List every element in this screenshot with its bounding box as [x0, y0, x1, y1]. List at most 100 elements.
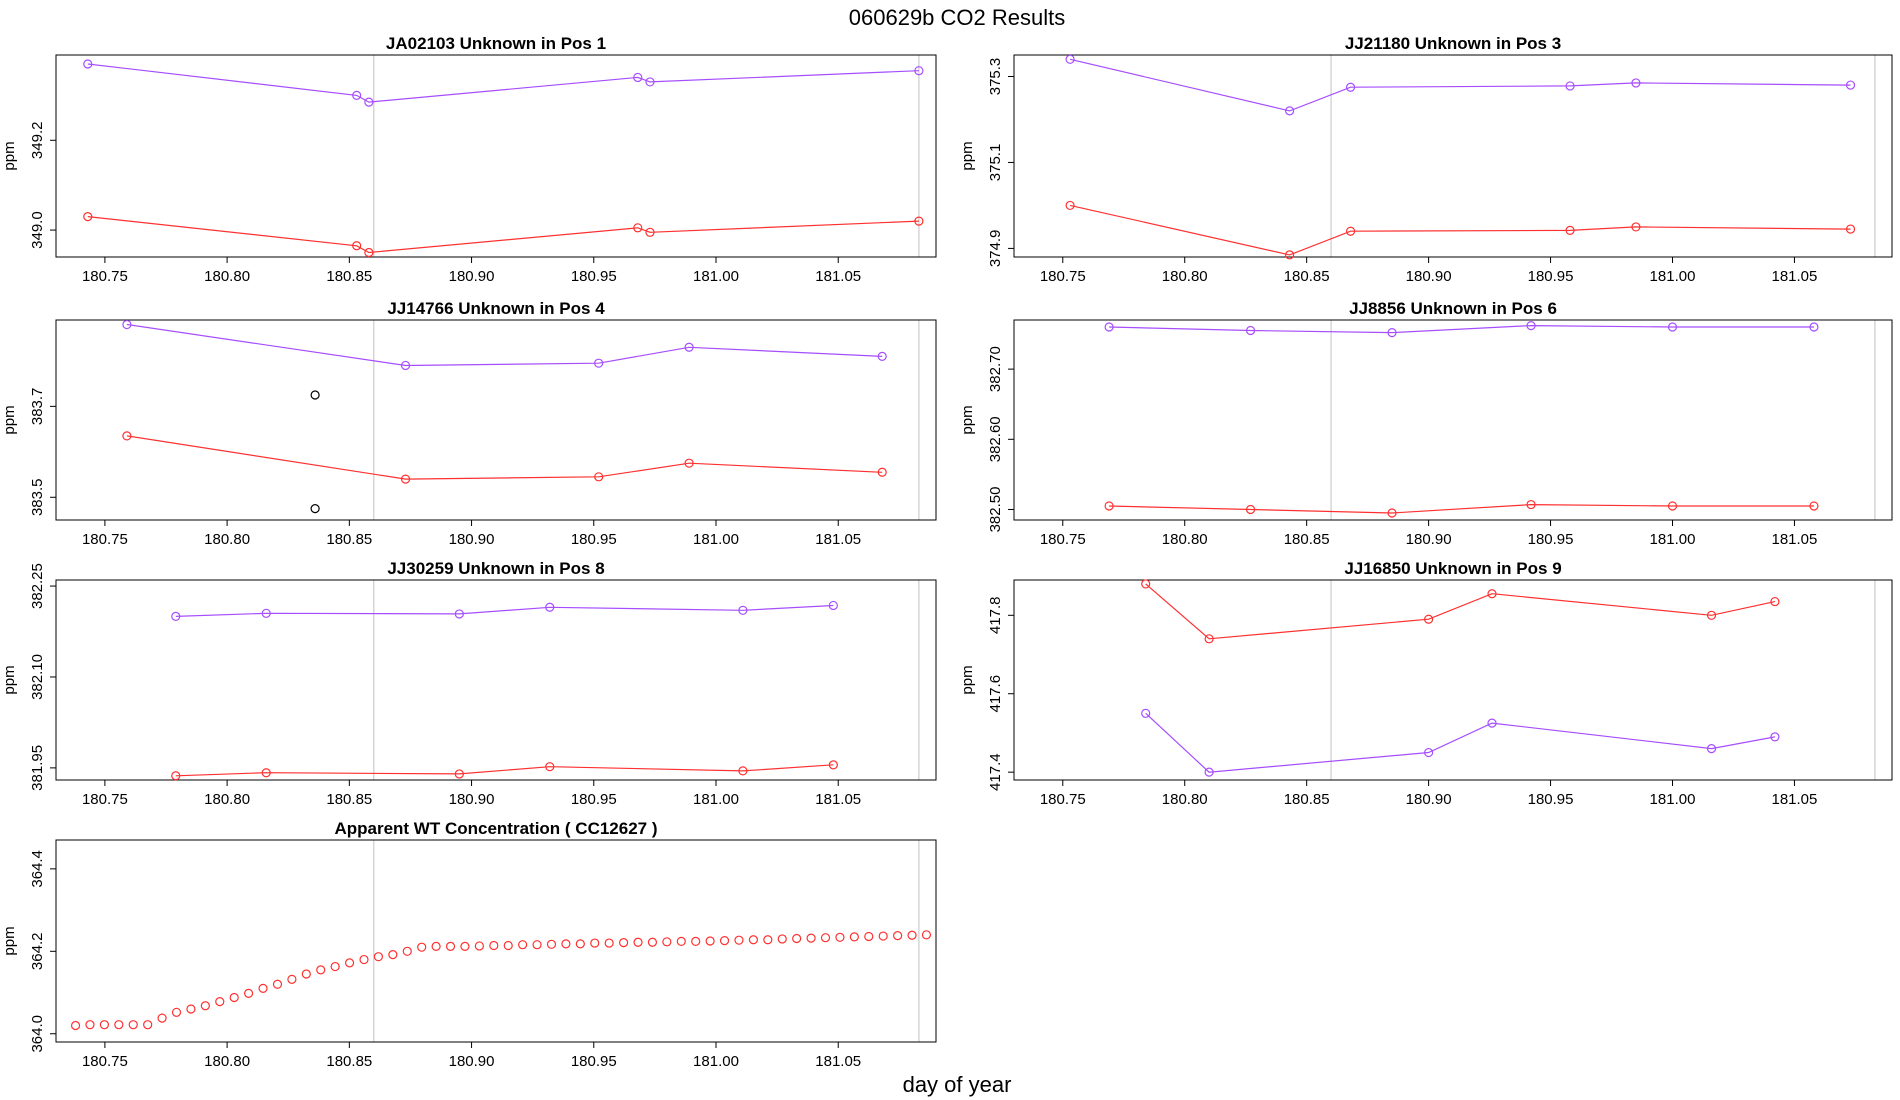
data-point [645, 227, 655, 237]
panel-title: JJ16850 Unknown in Pos 9 [1344, 559, 1561, 578]
x-tick-label: 181.05 [1771, 531, 1817, 548]
chart-panel-3: JJ14766 Unknown in Pos 4 ppm 180.75 180.80 1… [1, 299, 937, 548]
data-point [85, 1020, 95, 1030]
x-tick-label: 180.90 [1406, 531, 1452, 548]
data-point [200, 1001, 210, 1011]
y-axis-label: ppm [959, 665, 976, 694]
data-point [907, 930, 917, 940]
data-point [1526, 321, 1536, 331]
x-tick-label: 180.80 [204, 1053, 250, 1070]
data-point [1104, 501, 1114, 511]
data-point [647, 937, 658, 947]
figure-x-axis-label: day of year [903, 1072, 1012, 1097]
data-point [914, 66, 924, 76]
series-line [126, 435, 883, 480]
data-point [575, 939, 585, 949]
data-point [1631, 222, 1641, 232]
data-point [460, 941, 470, 951]
x-tick-label: 180.85 [326, 268, 372, 285]
y-tick-label: 364.4 [29, 850, 46, 888]
plot-frame [55, 579, 937, 781]
data-point [594, 472, 604, 482]
data-point [684, 458, 694, 468]
data-point [352, 90, 362, 101]
outlier-point [310, 390, 320, 400]
data-point [261, 768, 271, 778]
x-tick-label: 180.75 [1040, 791, 1086, 808]
data-point [157, 1013, 167, 1023]
data-point [114, 1020, 124, 1030]
data-point [877, 351, 887, 361]
x-tick-label: 180.90 [449, 791, 495, 808]
x-tick-label: 181.00 [693, 791, 739, 808]
data-point [1284, 106, 1295, 116]
data-point [828, 600, 838, 611]
x-tick-label: 180.95 [571, 268, 617, 285]
x-tick-label: 180.75 [1040, 531, 1086, 548]
data-point [261, 608, 271, 618]
x-tick-label: 181.00 [1650, 791, 1696, 808]
data-point [1345, 82, 1356, 92]
data-point [820, 933, 831, 943]
data-point [914, 216, 924, 226]
data-point [301, 969, 311, 979]
chart-panel-2: JJ21180 Unknown in Pos 3 ppm 180.75 180.80 1… [959, 34, 1893, 285]
data-point [352, 241, 362, 251]
data-point [633, 937, 643, 947]
series-line [175, 604, 834, 617]
data-point [364, 247, 374, 258]
data-point [344, 958, 355, 968]
data-point [454, 769, 464, 779]
data-point [258, 983, 268, 994]
y-axis-label: ppm [1, 926, 18, 955]
x-tick-label: 180.95 [1528, 791, 1574, 808]
data-point [633, 72, 643, 83]
data-point [748, 935, 759, 945]
outlier-point [310, 504, 320, 514]
x-tick-label: 180.75 [1040, 268, 1086, 285]
y-axis-label: ppm [959, 405, 976, 434]
panel-title: JJ30259 Unknown in Pos 8 [387, 559, 604, 578]
data-point [489, 940, 499, 951]
data-point [1631, 78, 1641, 88]
data-point [215, 996, 225, 1007]
data-point [738, 766, 748, 776]
x-tick-label: 181.05 [1771, 791, 1817, 808]
x-tick-label: 180.80 [1162, 268, 1208, 285]
x-tick-label: 180.80 [204, 531, 250, 548]
panel-title: JJ8856 Unknown in Pos 6 [1349, 299, 1557, 318]
chart-panel-4: JJ8856 Unknown in Pos 6 ppm 180.75 180.80 18… [959, 299, 1893, 548]
data-point [777, 934, 787, 944]
x-tick-label: 180.85 [326, 791, 372, 808]
data-point [83, 212, 93, 222]
x-tick-label: 180.95 [1528, 531, 1574, 548]
data-point [99, 1020, 110, 1030]
x-tick-label: 180.90 [1406, 268, 1452, 285]
x-tick-label: 181.05 [1771, 268, 1817, 285]
data-point [1204, 767, 1214, 777]
x-tick-label: 180.85 [1284, 791, 1330, 808]
data-point [1809, 501, 1819, 511]
data-point [1809, 322, 1819, 332]
data-point [1565, 225, 1575, 235]
plot-frame [55, 839, 937, 1043]
data-point [445, 941, 456, 951]
chart-panel-6: JJ16850 Unknown in Pos 9 ppm 180.75 180.80 1… [959, 559, 1893, 808]
chart-panel-7: Apparent WT Concentration ( CC12627 ) ppm… [1, 819, 937, 1070]
series-line [87, 63, 919, 103]
y-tick-label: 417.4 [987, 753, 1004, 791]
x-tick-label: 181.00 [1650, 531, 1696, 548]
data-point [734, 935, 744, 945]
y-tick-label: 374.9 [987, 230, 1004, 268]
data-point [561, 939, 571, 949]
data-point [400, 474, 411, 484]
data-point [878, 931, 888, 941]
x-tick-label: 181.00 [693, 1053, 739, 1070]
data-point [877, 467, 887, 477]
x-tick-label: 180.90 [1406, 791, 1452, 808]
x-tick-label: 180.75 [82, 1053, 128, 1070]
plot-frame [1013, 579, 1893, 781]
data-point [1141, 579, 1151, 589]
y-tick-label: 383.5 [29, 478, 46, 516]
x-tick-label: 180.95 [571, 531, 617, 548]
